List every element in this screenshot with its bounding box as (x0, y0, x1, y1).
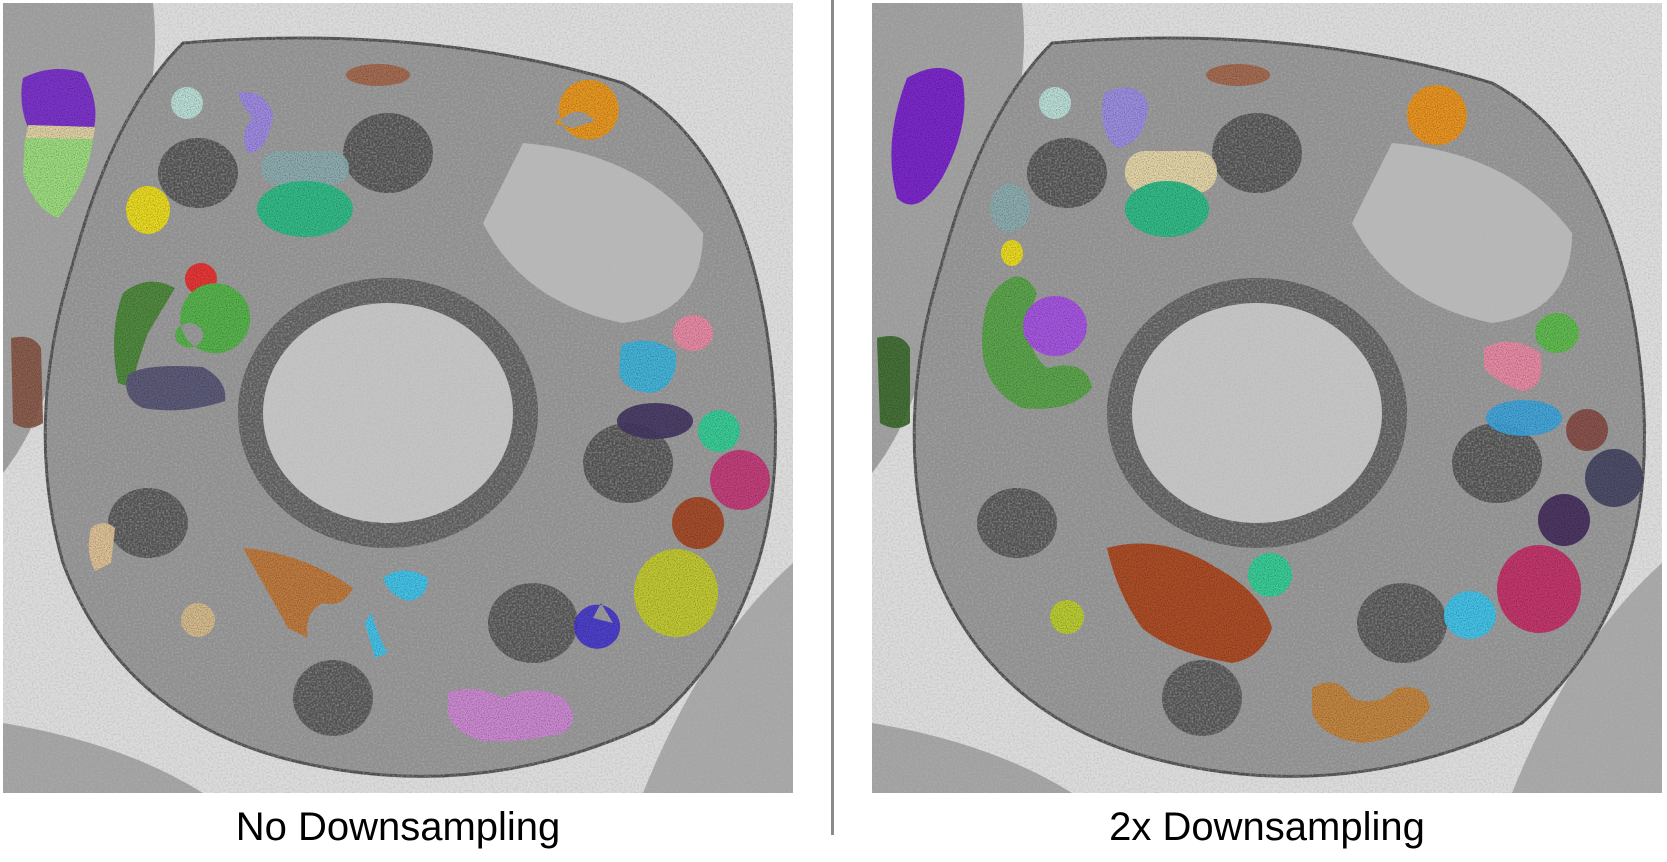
segment-left-25 (243, 548, 353, 638)
segment-left-16 (619, 340, 677, 393)
segment-left-1 (23, 138, 93, 218)
panel-no-downsampling (3, 3, 793, 793)
segment-left-24 (181, 603, 215, 637)
segment-left-3 (11, 336, 43, 428)
panel-divider (831, 0, 834, 835)
segment-right-5 (1125, 181, 1209, 237)
segment-right-20 (1444, 591, 1496, 639)
segment-right-22 (1107, 543, 1272, 663)
segment-left-8 (257, 181, 353, 237)
segment-right-19 (1497, 545, 1581, 633)
segment-right-3 (1102, 87, 1148, 148)
segment-left-5 (171, 87, 203, 119)
segment-left-15 (673, 315, 713, 351)
segment-left-4 (126, 186, 170, 234)
segment-left-26 (365, 570, 428, 658)
segment-right-21 (1050, 600, 1084, 634)
segment-left-7 (261, 151, 349, 185)
segment-right-9 (982, 276, 1092, 409)
segment-left-6 (238, 92, 273, 153)
panel-2x-downsampling (872, 3, 1662, 793)
segment-left-12 (175, 283, 251, 354)
segment-right-8 (1001, 240, 1023, 266)
segment-left-13 (114, 281, 175, 388)
em-image-left (3, 3, 793, 793)
segment-right-14 (1486, 400, 1562, 436)
segment-left-27 (448, 689, 573, 742)
segment-right-4 (1125, 151, 1217, 193)
segment-right-23 (1312, 682, 1430, 743)
segment-left-17 (617, 403, 693, 439)
segment-left-23 (88, 523, 115, 571)
segment-right-15 (1566, 409, 1608, 451)
segment-left-9 (346, 64, 410, 86)
segment-left-18 (698, 410, 740, 452)
segment-left-2 (25, 125, 95, 141)
segment-left-10 (553, 79, 619, 140)
segment-right-18 (1248, 553, 1292, 597)
em-image-right (872, 3, 1662, 793)
segment-left-21 (634, 549, 718, 637)
segment-right-11 (877, 335, 910, 428)
segment-right-16 (1585, 449, 1643, 507)
segment-right-17 (1538, 494, 1590, 546)
segment-right-0 (891, 68, 965, 205)
segment-right-2 (1206, 64, 1270, 86)
caption-no-downsampling: No Downsampling (235, 805, 561, 849)
segment-right-1 (1039, 87, 1071, 119)
segment-right-6 (1407, 85, 1467, 145)
segment-right-7 (990, 184, 1030, 232)
segment-left-19 (710, 450, 770, 510)
segment-right-13 (1484, 341, 1542, 391)
segment-left-22 (574, 603, 621, 649)
segment-right-10 (1023, 296, 1087, 356)
segment-left-20 (672, 497, 724, 549)
segment-left-0 (21, 69, 96, 133)
segment-left-14 (126, 366, 226, 411)
caption-2x-downsampling: 2x Downsampling (1109, 805, 1425, 849)
segment-right-12 (1535, 313, 1579, 353)
